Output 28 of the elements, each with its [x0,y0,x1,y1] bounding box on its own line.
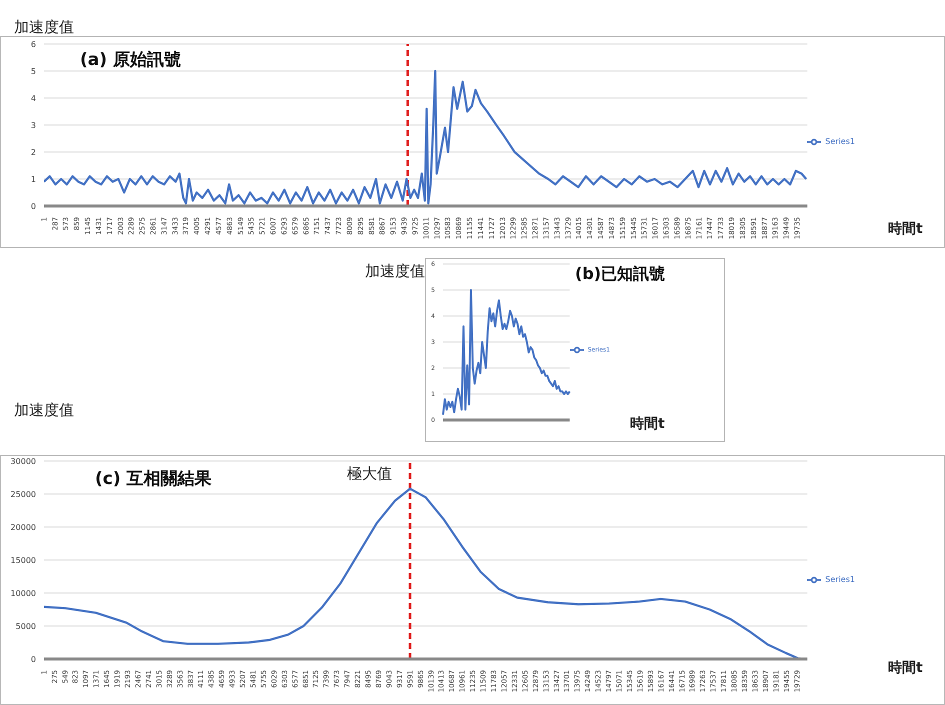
y-tick-label: 2 [30,148,36,157]
y-tick-label: 0 [30,202,36,211]
y-tick-label: 1 [30,174,36,184]
line-series [44,70,808,204]
y-tick-label: 5 [30,66,36,76]
y-tick-label: 15000 [10,556,36,565]
y-tick-label: 25000 [10,490,36,499]
y-tick-label: 20000 [10,522,36,532]
text: (c) 互相關結果 [95,468,212,490]
y-axis-title: 加速度值 [14,401,74,420]
x-axis-title: 時間t [888,220,923,238]
legend-label: Series1 [825,137,855,146]
y-tick-label: 4 [30,94,36,103]
y-tick-label: 5000 [16,622,36,631]
x-axis-title: 時間t [630,415,665,433]
x-axis-title: 時間t [888,659,923,677]
y-tick-label: 10000 [10,588,36,598]
text: (b)已知訊號 [575,264,666,285]
y-axis-title: 加速度值 [14,18,74,37]
annotation: 極大值 [347,464,392,483]
line-series [442,289,571,416]
y-tick-label: 30000 [10,456,36,466]
chart-title: (a) 原始訊號 [80,49,181,71]
y-tick-label: 3 [30,120,36,130]
y-tick-label: 0 [30,654,36,664]
legend-label: Series1 [825,575,855,584]
y-tick-label: 6 [30,40,36,49]
y-axis-title: 加速度值 [365,262,425,281]
